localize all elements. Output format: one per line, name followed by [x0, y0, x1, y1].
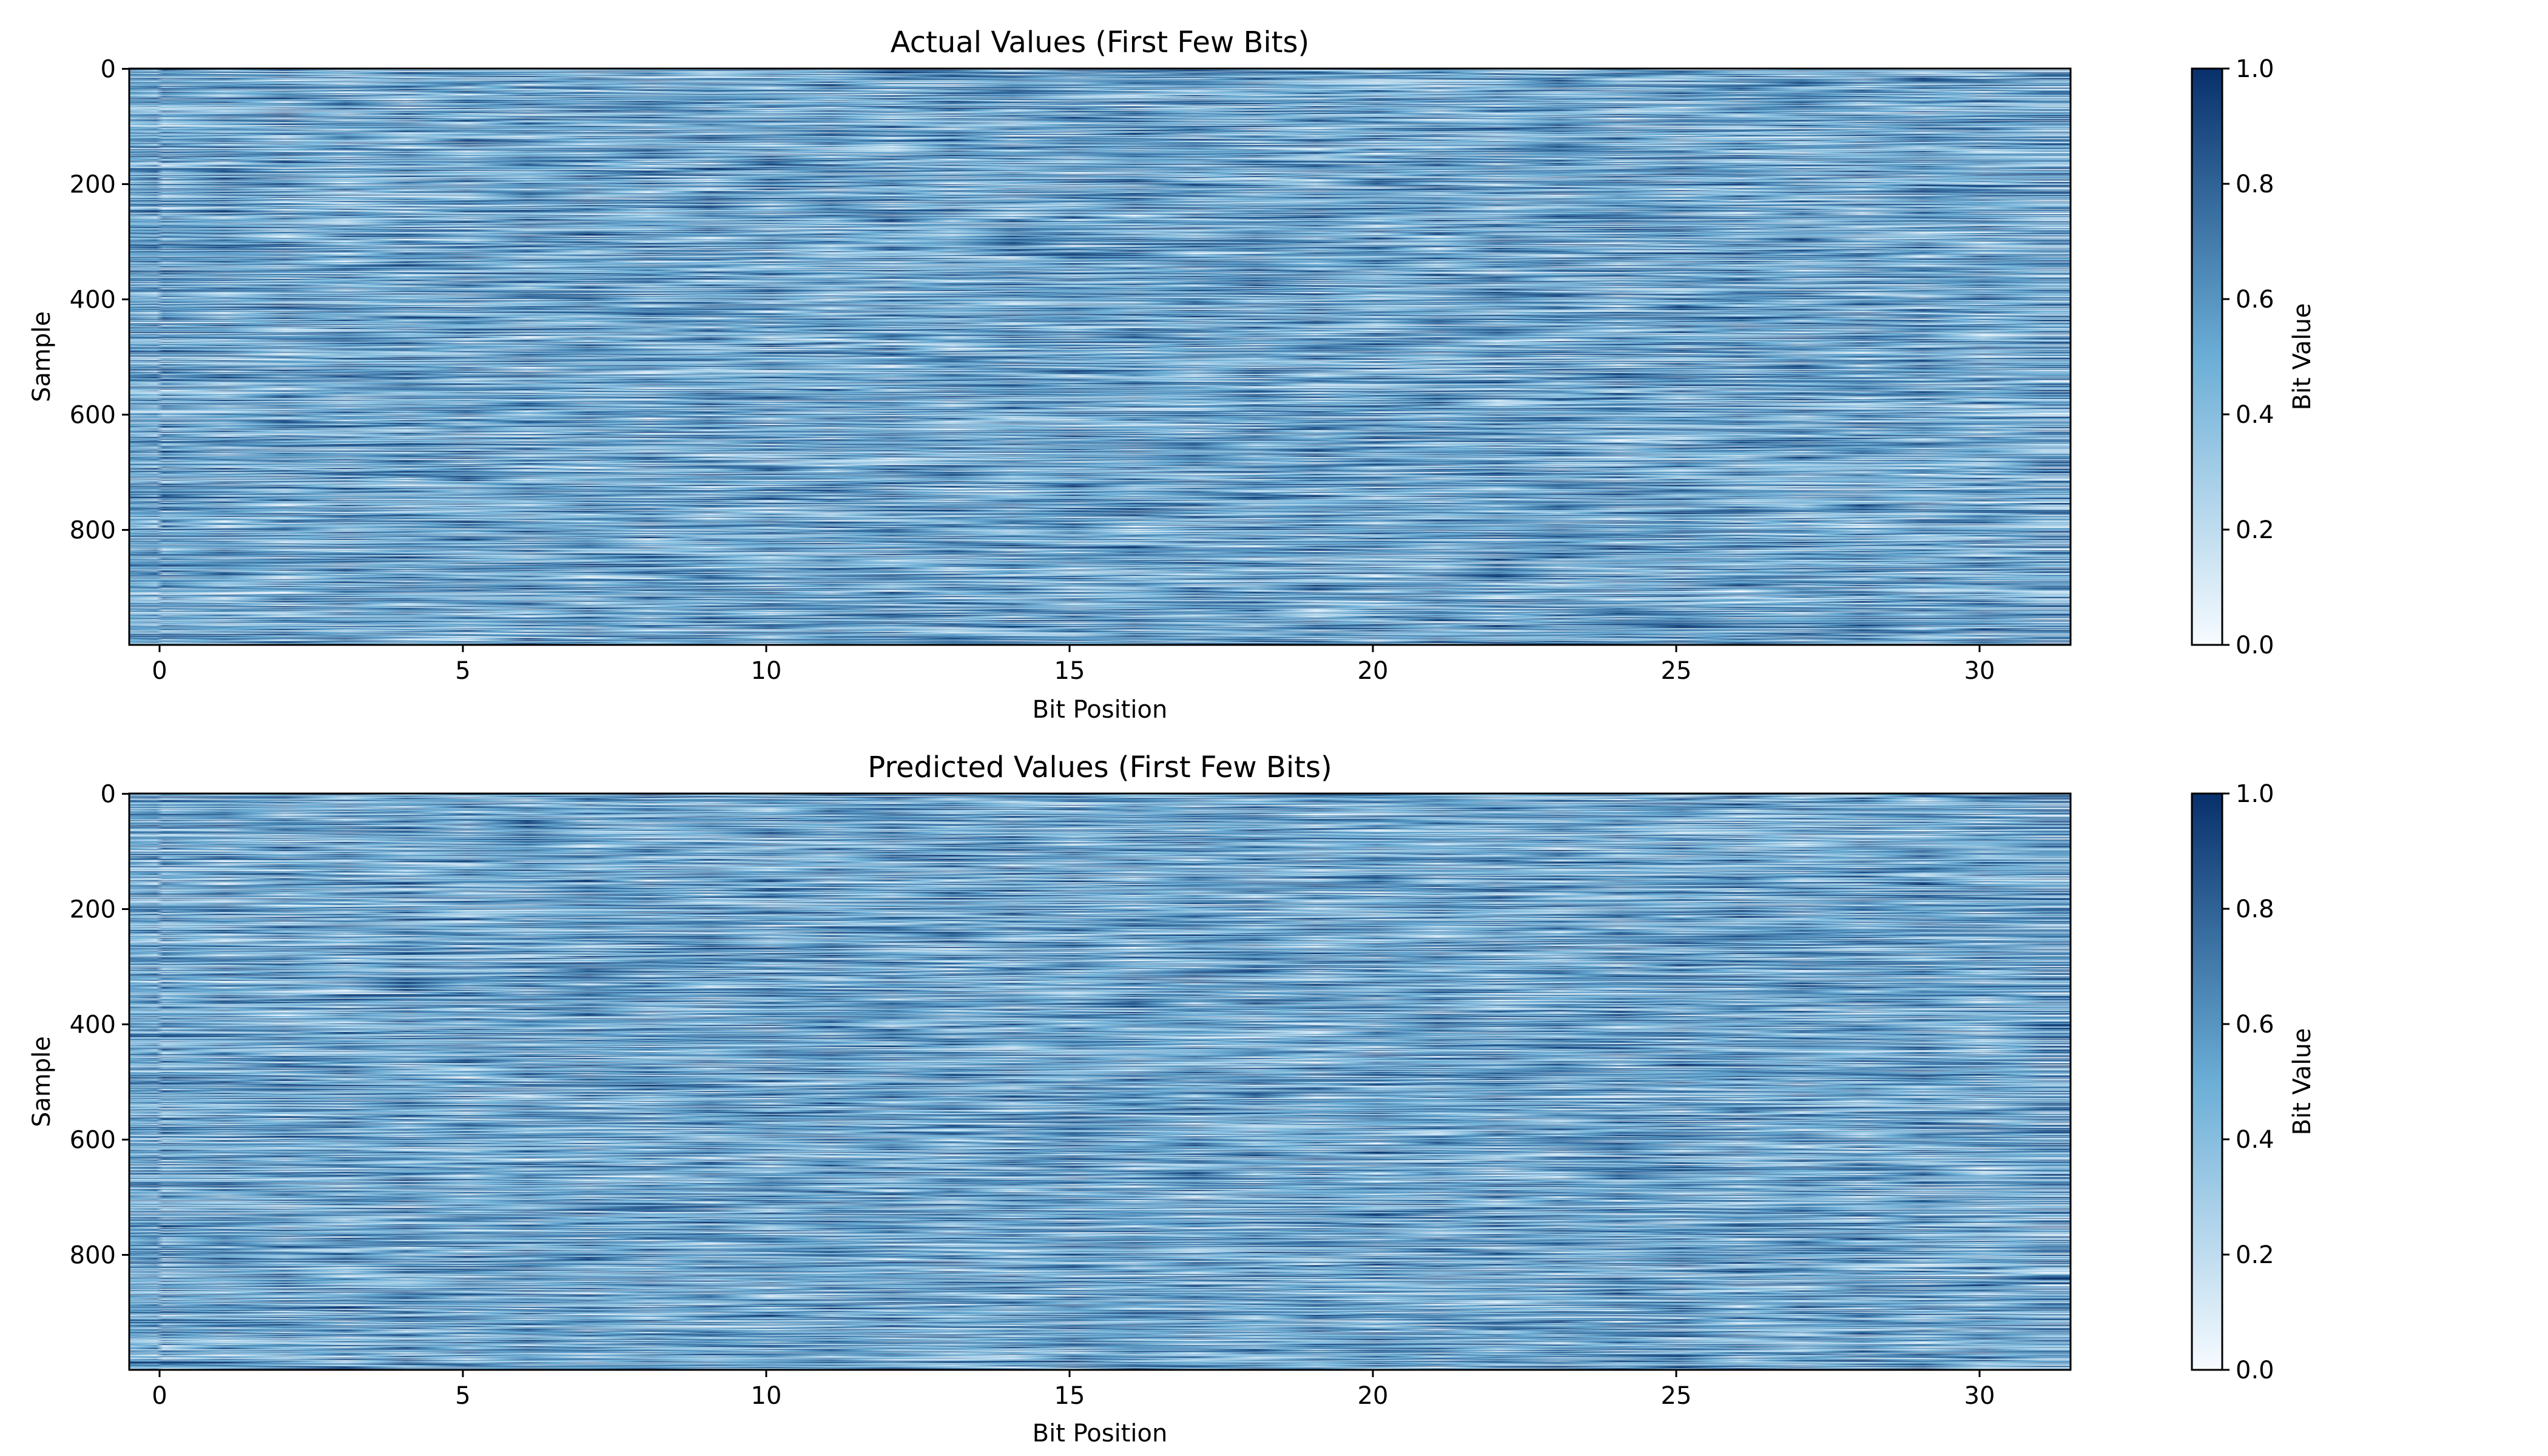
x-tick-label: 25	[1661, 1382, 1692, 1410]
heatmap-image	[129, 69, 2071, 645]
y-axis-label: Sample	[28, 1036, 56, 1127]
colorbar-tick-label: 0.2	[2236, 1241, 2274, 1269]
y-tick-label: 400	[70, 1011, 116, 1039]
colorbar-label: Bit Value	[2288, 1028, 2316, 1136]
x-tick-label: 15	[1054, 657, 1085, 685]
x-tick-label: 5	[455, 1382, 470, 1410]
colorbar-tick-label: 0.2	[2236, 516, 2274, 544]
heatmap-panel-actual: Actual Values (First Few Bits) 0 5 10 15 20 2…	[28, 25, 2316, 724]
x-tick-label: 20	[1358, 1382, 1389, 1410]
colorbar-ticks: 0.0 0.2 0.4 0.6 0.8 1.0	[2222, 55, 2274, 659]
colorbar-tick-label: 0.0	[2236, 1357, 2274, 1384]
x-tick-label: 10	[751, 1382, 782, 1410]
colorbar: 0.0 0.2 0.4 0.6 0.8 1.0 Bit Value	[2191, 780, 2316, 1384]
chart-title: Actual Values (First Few Bits)	[891, 25, 1310, 59]
y-axis-label: Sample	[28, 311, 56, 402]
heatmap-plot-area	[128, 67, 2072, 646]
heatmap-panel-predicted: Predicted Values (First Few Bits) 0 5 10 15…	[28, 750, 2316, 1448]
x-tick-label: 25	[1661, 657, 1692, 685]
heatmap-image	[129, 794, 2071, 1370]
colorbar-tick-label: 0.4	[2236, 1126, 2274, 1154]
y-tick-label: 800	[70, 1241, 116, 1269]
plot-frame	[128, 67, 2072, 646]
y-tick-label: 200	[70, 170, 116, 198]
y-tick-label: 400	[70, 286, 116, 314]
x-axis: 0 5 10 15 20 25 30	[152, 645, 1995, 685]
colorbar-label: Bit Value	[2288, 303, 2316, 411]
chart-title: Predicted Values (First Few Bits)	[868, 750, 1332, 784]
plot-frame	[128, 792, 2072, 1371]
y-axis: 0 200 400 600 800	[70, 780, 129, 1269]
colorbar-tick-label: 0.4	[2236, 401, 2274, 429]
x-axis: 0 5 10 15 20 25 30	[152, 1370, 1995, 1410]
x-axis-label: Bit Position	[1033, 696, 1168, 724]
colorbar-tick-label: 0.8	[2236, 170, 2274, 198]
colorbar-tick-label: 0.0	[2236, 632, 2274, 659]
x-tick-label: 15	[1054, 1382, 1085, 1410]
colorbar-gradient	[2191, 792, 2223, 1371]
colorbar: 0.0 0.2 0.4 0.6 0.8 1.0 Bit Value	[2191, 55, 2316, 659]
x-tick-label: 30	[1964, 1382, 1995, 1410]
y-axis: 0 200 400 600 800	[70, 55, 129, 544]
colorbar-tick-label: 1.0	[2236, 55, 2274, 83]
x-tick-label: 30	[1964, 657, 1995, 685]
colorbar-tick-label: 1.0	[2236, 780, 2274, 808]
y-tick-label: 800	[70, 516, 116, 544]
x-axis-label: Bit Position	[1033, 1420, 1168, 1448]
x-tick-label: 0	[152, 1382, 167, 1410]
heatmap-plot-area	[128, 792, 2072, 1371]
y-tick-label: 0	[101, 780, 116, 808]
x-tick-label: 10	[751, 657, 782, 685]
x-tick-label: 20	[1358, 657, 1389, 685]
x-tick-label: 5	[455, 657, 470, 685]
y-tick-label: 200	[70, 895, 116, 923]
y-tick-label: 600	[70, 401, 116, 429]
colorbar-ticks: 0.0 0.2 0.4 0.6 0.8 1.0	[2222, 780, 2274, 1384]
y-tick-label: 0	[101, 55, 116, 83]
colorbar-tick-label: 0.6	[2236, 1011, 2274, 1039]
y-tick-label: 600	[70, 1126, 116, 1154]
x-tick-label: 0	[152, 657, 167, 685]
colorbar-tick-label: 0.8	[2236, 895, 2274, 923]
colorbar-tick-label: 0.6	[2236, 286, 2274, 314]
colorbar-gradient	[2191, 67, 2223, 646]
